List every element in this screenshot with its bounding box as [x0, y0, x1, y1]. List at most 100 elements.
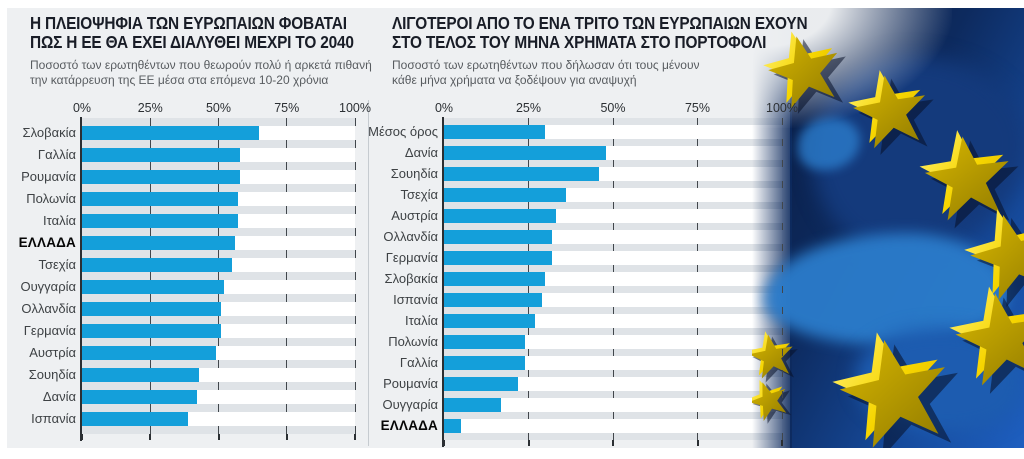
axis-bottom-tick	[443, 440, 445, 446]
x-axis-tick-label: 75%	[274, 101, 300, 115]
bar-Τσεχία	[82, 258, 233, 272]
chart-subtitle-line1: Ποσοστό των ερωτηθέντων που θεωρούν πολύ…	[30, 58, 372, 72]
bar-ΕΛΛΑΔΑ	[82, 236, 235, 250]
country-label-Αυστρία: Αυστρία	[391, 208, 438, 223]
axis-bottom-tick	[81, 434, 83, 440]
chart-subtitle-line2: κάθε μήνα χρήματα να ξοδέψουν για αναψυχ…	[392, 73, 637, 87]
x-axis-tick-label: 0%	[434, 101, 454, 115]
bar-Ιταλία	[82, 214, 238, 228]
bar-Δανία	[444, 146, 607, 160]
x-axis-tick-label: 50%	[600, 101, 626, 115]
bar-Γαλλία	[82, 148, 241, 162]
bar-Αυστρία	[444, 209, 556, 223]
country-label-Ολλανδία: Ολλανδία	[383, 229, 438, 244]
bar-Τσεχία	[444, 188, 566, 202]
x-axis-tick-label: 25%	[515, 101, 542, 115]
country-label-ΕΛΛΑΔΑ: ΕΛΛΑΔΑ	[380, 418, 438, 433]
gridline-100%	[781, 118, 783, 440]
country-label-Γαλλία: Γαλλία	[37, 147, 76, 162]
bar-Ισπανία	[444, 293, 543, 307]
axis-bottom-tick	[612, 440, 614, 446]
country-label-ΕΛΛΑΔΑ: ΕΛΛΑΔΑ	[18, 235, 76, 250]
x-axis-tick-label: 0%	[72, 101, 92, 115]
gridline-100%	[354, 118, 356, 434]
star-face	[842, 62, 930, 150]
bar-Γερμανία	[444, 251, 553, 265]
bar-Γαλλία	[444, 356, 526, 370]
country-label-Δανία: Δανία	[404, 145, 438, 160]
axis-bottom-tick	[527, 440, 530, 446]
chart-title-line1: Η ΠΛΕΙΟΨΗΦΙΑ ΤΩΝ ΕΥΡΩΠΑΙΩΝ ΦΟΒΑΤΑΙ	[30, 13, 347, 33]
chart-subtitle: Ποσοστό των ερωτηθέντων που δήλωσαν ότι …	[392, 58, 700, 88]
axis-bottom-tick	[781, 440, 783, 446]
country-label-Ιταλία: Ιταλία	[43, 213, 76, 228]
chart-title: ΛΙΓΟΤΕΡΟΙ ΑΠΟ ΤΟ ΕΝΑ ΤΡΙΤΟ ΤΩΝ ΕΥΡΩΠΑΙΩΝ…	[392, 13, 808, 52]
eu-star-icon	[848, 68, 924, 144]
x-axis-tick-label: 75%	[684, 101, 711, 115]
bar-ΕΛΛΑΔΑ	[444, 419, 461, 433]
country-label-Μέσος όρος: Μέσος όρος	[368, 124, 438, 139]
country-label-Ρουμανία: Ρουμανία	[21, 169, 76, 184]
eu-star-icon	[949, 284, 1024, 380]
country-label-Γαλλία: Γαλλία	[399, 355, 438, 370]
chart-subtitle: Ποσοστό των ερωτηθέντων που θεωρούν πολύ…	[30, 58, 372, 88]
chart-title: Η ΠΛΕΙΟΨΗΦΙΑ ΤΩΝ ΕΥΡΩΠΑΙΩΝ ΦΟΒΑΤΑΙ ΠΩΣ Η…	[30, 14, 354, 52]
bar-Ουγγαρία	[82, 280, 224, 294]
country-label-Γερμανία: Γερμανία	[23, 323, 76, 338]
bar-Δανία	[82, 390, 197, 404]
star-face	[941, 276, 1024, 387]
country-label-Ουγγαρία: Ουγγαρία	[20, 279, 76, 294]
y-axis-line	[80, 117, 82, 441]
bar-Σλοβακία	[444, 272, 546, 286]
country-label-Σουηδία: Σουηδία	[28, 367, 76, 382]
bar-Ισπανία	[82, 412, 189, 426]
country-label-Πολωνία: Πολωνία	[26, 191, 76, 206]
eu-flag-image	[752, 8, 1024, 448]
axis-bottom-tick	[696, 440, 699, 446]
bar-Γερμανία	[82, 324, 222, 338]
country-label-Σλοβακία: Σλοβακία	[384, 271, 438, 286]
eu-star-icon	[832, 329, 944, 441]
country-label-Ρουμανία: Ρουμανία	[383, 376, 438, 391]
gridline-25%	[149, 118, 151, 434]
country-label-Τσεχία: Τσεχία	[38, 257, 76, 272]
country-label-Ισπανία: Ισπανία	[393, 292, 438, 307]
bar-Μέσος όρος	[444, 125, 546, 139]
chart-subtitle-line2: την κατάρρευση της ΕΕ μέσα στα επόμενα 1…	[30, 73, 329, 87]
bar-Σουηδία	[82, 368, 200, 382]
gridline-50%	[612, 118, 614, 440]
bar-Αυστρία	[82, 346, 216, 360]
axis-bottom-tick	[354, 434, 356, 440]
country-label-Σλοβακία: Σλοβακία	[22, 125, 76, 140]
bar-Ολλανδία	[444, 230, 553, 244]
country-label-Αυστρία: Αυστρία	[29, 345, 76, 360]
country-label-Ισπανία: Ισπανία	[31, 411, 76, 426]
star-face	[752, 326, 796, 379]
eu-star-icon	[964, 206, 1024, 294]
bar-Πολωνία	[82, 192, 238, 206]
x-axis-tick-label: 100%	[766, 101, 798, 115]
chart-title-line1: ΛΙΓΟΤΕΡΟΙ ΑΠΟ ΤΟ ΕΝΑ ΤΡΙΤΟ ΤΩΝ ΕΥΡΩΠΑΙΩΝ…	[392, 13, 808, 33]
x-axis-tick-label: 100%	[339, 101, 371, 115]
chart-title-line2: ΠΩΣ Η ΕΕ ΘΑ ΕΧΕΙ ΔΙΑΛΥΘΕΙ ΜΕΧΡΙ ΤΟ 2040	[30, 32, 354, 52]
bar-Ουγγαρία	[444, 398, 502, 412]
bar-Ρουμανία	[82, 170, 241, 184]
bar-Ιταλία	[444, 314, 536, 328]
gridline-75%	[697, 118, 698, 440]
bar-Ολλανδία	[82, 302, 222, 316]
star-face	[752, 372, 792, 423]
y-axis-line	[442, 117, 444, 447]
gridline-25%	[528, 118, 529, 440]
country-label-Τσεχία: Τσεχία	[400, 187, 438, 202]
star-face	[822, 319, 955, 448]
bar-Πολωνία	[444, 335, 526, 349]
country-label-Δανία: Δανία	[42, 389, 76, 404]
country-label-Ολλανδία: Ολλανδία	[21, 301, 76, 316]
eu-star-icon	[752, 330, 792, 376]
country-label-Πολωνία: Πολωνία	[388, 334, 438, 349]
bar-Ρουμανία	[444, 377, 519, 391]
chart-title-line2: ΣΤΟ ΤΕΛΟΣ ΤΟΥ ΜΗΝΑ ΧΡΗΜΑΤΑ ΣΤΟ ΠΟΡΤΟΦΟΛΙ	[392, 32, 767, 52]
country-label-Ουγγαρία: Ουγγαρία	[382, 397, 438, 412]
bar-Σλοβακία	[82, 126, 260, 140]
